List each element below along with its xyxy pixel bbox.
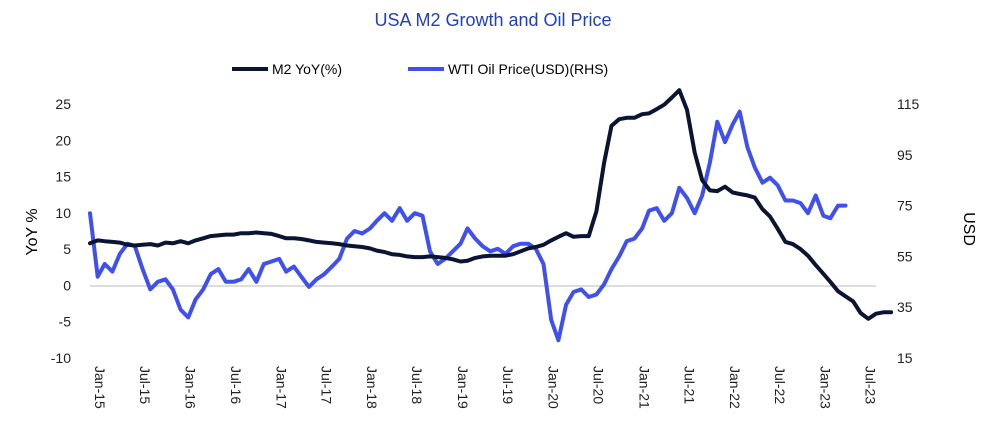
x-tick-label: Jul-22	[772, 366, 788, 404]
y2-tick-label: 35	[897, 299, 913, 315]
x-tick-label: Jan-22	[727, 366, 743, 409]
x-tick-label: Jul-19	[500, 366, 516, 404]
x-tick-label: Jan-17	[274, 366, 290, 409]
y2-tick-label: 75	[897, 198, 913, 214]
chart-title: USA M2 Growth and Oil Price	[374, 10, 611, 30]
y2-axis-label: USD	[960, 212, 977, 246]
legend-label-m2: M2 YoY(%)	[272, 61, 342, 77]
y2-tick-label: 95	[897, 147, 913, 163]
x-tick-label: Jan-21	[636, 366, 652, 409]
y-tick-label: 5	[63, 241, 71, 257]
x-tick-label: Jan-15	[92, 366, 108, 409]
x-tick-label: Jan-18	[364, 366, 380, 409]
y-tick-label: 15	[55, 169, 71, 185]
y-tick-label: 10	[55, 205, 71, 221]
x-tick-label: Jan-20	[545, 366, 561, 409]
y-axis-label: YoY %	[24, 208, 41, 255]
legend: M2 YoY(%) WTI Oil Price(USD)(RHS)	[232, 61, 608, 77]
y-tick-label: 0	[63, 277, 71, 293]
x-tick-label: Jul-18	[409, 366, 425, 404]
y2-tick-label: 55	[897, 248, 913, 264]
y-tick-label: 25	[55, 96, 71, 112]
legend-label-oil: WTI Oil Price(USD)(RHS)	[448, 61, 608, 77]
y-tick-label: 20	[55, 132, 71, 148]
x-axis: Jan-15 Jul-15 Jan-16 Jul-16 Jan-17 Jul-17 Jan-…	[92, 366, 879, 409]
x-tick-label: Jul-20	[591, 366, 607, 404]
y2-tick-label: 15	[897, 350, 913, 366]
series-line-m2	[88, 88, 894, 321]
x-tick-label: Jul-15	[137, 366, 153, 404]
y2-tick-label: 115	[897, 96, 920, 112]
y-tick-label: -5	[59, 314, 72, 330]
x-tick-label: Jul-17	[318, 366, 334, 404]
x-tick-label: Jul-23	[863, 366, 879, 404]
series-line-oil	[88, 109, 848, 343]
x-tick-label: Jul-16	[228, 366, 244, 404]
x-tick-label: Jan-23	[818, 366, 834, 409]
x-tick-label: Jan-19	[455, 366, 471, 409]
x-tick-label: Jul-21	[681, 366, 697, 404]
x-tick-label: Jan-16	[183, 366, 199, 409]
y-axis-right: 115 95 75 55 35 15	[897, 96, 920, 366]
y-tick-label: -10	[51, 350, 71, 366]
y-axis-left: 25 20 15 10 5 0 -5 -10	[51, 96, 71, 366]
